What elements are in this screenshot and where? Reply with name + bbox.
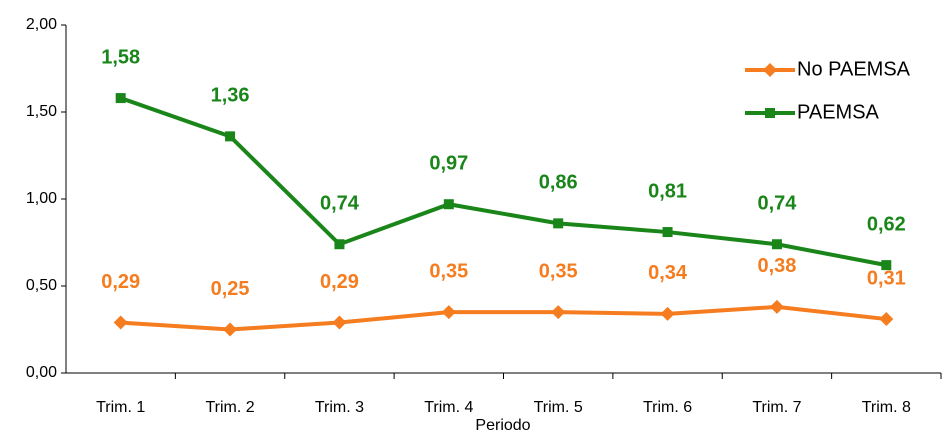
data-label: 0,35 bbox=[539, 260, 578, 282]
data-point bbox=[334, 239, 345, 250]
x-tick-label: Trim. 8 bbox=[862, 399, 911, 416]
x-tick-label: Trim. 6 bbox=[643, 399, 692, 416]
series-line bbox=[120, 304, 887, 332]
data-point bbox=[115, 93, 126, 104]
data-label: 0,34 bbox=[648, 262, 688, 284]
y-tick-label: 0,50 bbox=[26, 277, 57, 294]
legend-label: PAEMSA bbox=[797, 101, 880, 123]
data-label: 0,31 bbox=[867, 267, 906, 289]
y-tick-label: 0,00 bbox=[26, 364, 57, 381]
y-tick-label: 2,00 bbox=[26, 16, 57, 33]
x-tick-label: Trim. 2 bbox=[205, 399, 254, 416]
data-point bbox=[332, 315, 347, 330]
data-point bbox=[113, 315, 128, 330]
data-point bbox=[553, 218, 564, 229]
data-label: 0,29 bbox=[101, 271, 140, 293]
data-label: 0,74 bbox=[320, 193, 360, 215]
x-tick-label: Trim. 7 bbox=[752, 399, 801, 416]
x-axis-label: Periodo bbox=[475, 417, 530, 434]
x-tick-label: Trim. 5 bbox=[534, 399, 583, 416]
data-label: 0,38 bbox=[757, 255, 796, 277]
data-label: 0,62 bbox=[867, 213, 906, 235]
data-point bbox=[225, 131, 236, 142]
data-point bbox=[879, 312, 894, 327]
legend-marker bbox=[765, 108, 775, 118]
data-point bbox=[769, 299, 784, 314]
data-label: 0,25 bbox=[211, 278, 250, 300]
data-label: 0,29 bbox=[320, 271, 359, 293]
x-tick-label: Trim. 4 bbox=[424, 399, 473, 416]
x-tick-label: Trim. 1 bbox=[96, 399, 145, 416]
data-label: 1,36 bbox=[211, 85, 250, 107]
data-label: 1,58 bbox=[101, 46, 140, 68]
x-tick-label: Trim. 3 bbox=[315, 399, 364, 416]
data-label: 0,86 bbox=[539, 172, 578, 194]
data-point bbox=[551, 305, 566, 320]
legend-label: No PAEMSA bbox=[797, 58, 911, 80]
data-point bbox=[223, 322, 238, 337]
y-tick-label: 1,00 bbox=[26, 190, 57, 207]
y-tick-label: 1,50 bbox=[26, 103, 57, 120]
data-point bbox=[443, 199, 454, 210]
data-label: 0,81 bbox=[648, 180, 687, 202]
data-point bbox=[771, 239, 782, 250]
data-point bbox=[881, 260, 892, 271]
data-point bbox=[441, 305, 456, 320]
data-label: 0,35 bbox=[429, 260, 468, 282]
data-point bbox=[660, 306, 675, 321]
data-label: 0,97 bbox=[429, 153, 468, 175]
legend-marker bbox=[763, 63, 777, 77]
data-label: 0,74 bbox=[757, 193, 797, 215]
data-point bbox=[662, 227, 673, 238]
series-line bbox=[120, 96, 887, 268]
